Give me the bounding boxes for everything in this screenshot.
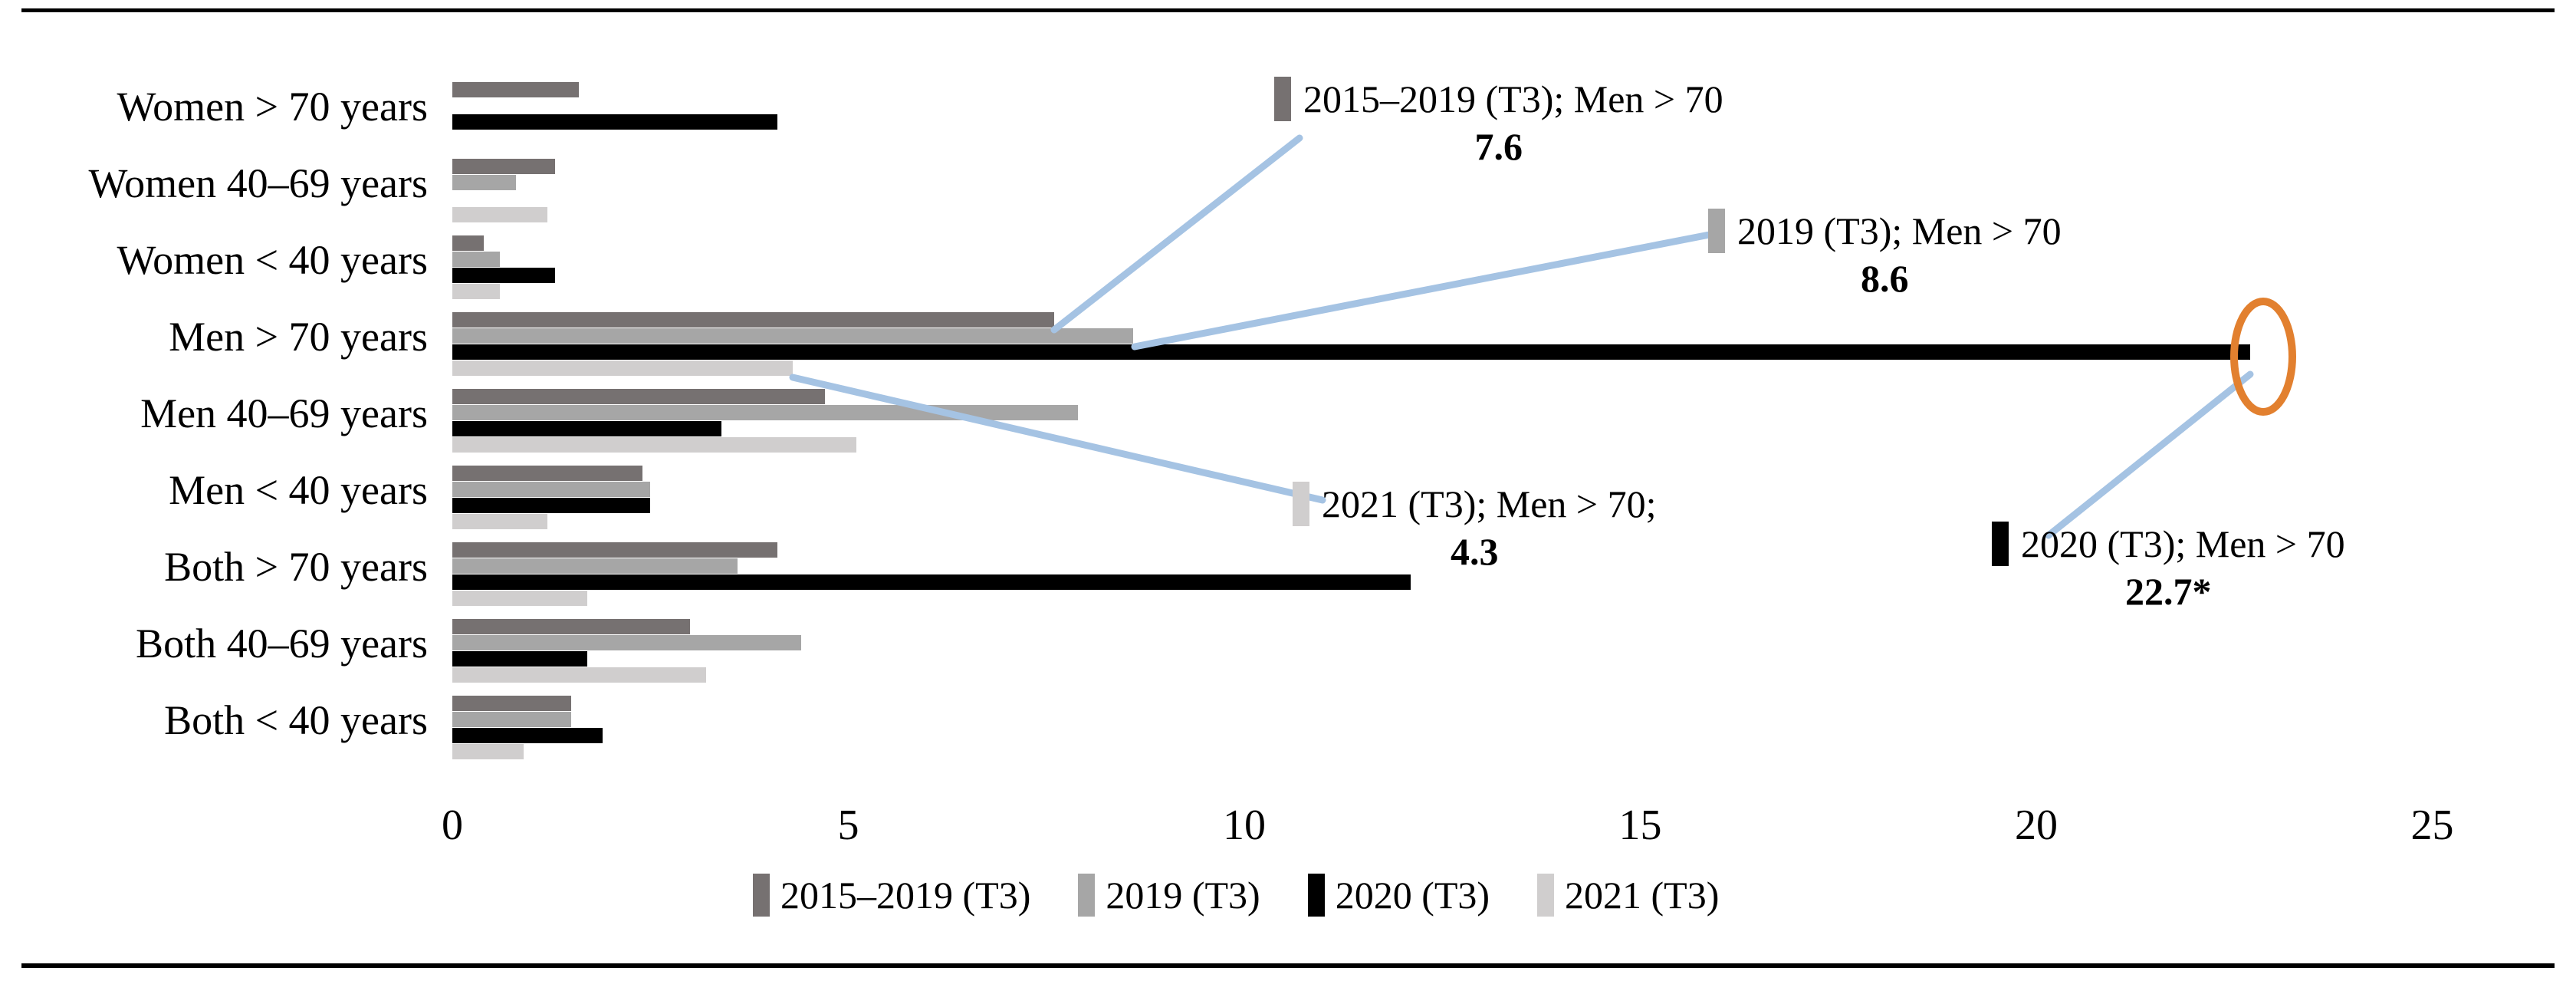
- bar-2021-(T3): [452, 744, 524, 759]
- bar-2019-(T3): [452, 558, 738, 574]
- bar-2020-(T3): [452, 114, 777, 130]
- bar-2019-(T3): [452, 635, 801, 650]
- bar-2015–2019-(T3): [452, 159, 555, 174]
- bar-2020-(T3): [452, 574, 1411, 590]
- legend-marker-icon: [1307, 874, 1325, 917]
- bar-2021-(T3): [452, 207, 547, 222]
- callout-annotation: 2015–2019 (T3); Men > 70 7.6: [1274, 77, 1723, 169]
- x-tick-label: 0: [442, 802, 463, 849]
- x-tick-label: 10: [1223, 802, 1266, 849]
- bar-2015–2019-(T3): [452, 235, 484, 251]
- legend-item: 2020 (T3): [1307, 873, 1490, 917]
- legend-label: 2015–2019 (T3): [780, 874, 1031, 917]
- bar-2015–2019-(T3): [452, 542, 777, 558]
- category-label: Women 40–69 years: [88, 160, 428, 206]
- category-label: Women < 40 years: [117, 237, 428, 283]
- bar-2020-(T3): [452, 268, 555, 283]
- legend-label: 2021 (T3): [1565, 874, 1720, 917]
- category-label: Both < 40 years: [164, 697, 428, 743]
- figure-top-rule: [21, 8, 2555, 12]
- bar-2019-(T3): [452, 712, 571, 727]
- callout-annotation-head: 2021 (T3); Men > 70;: [1293, 482, 1656, 526]
- bar-2015–2019-(T3): [452, 312, 1054, 328]
- bar-2020-(T3): [452, 651, 587, 667]
- bar-2021-(T3): [452, 360, 793, 376]
- figure-bottom-rule: [21, 963, 2555, 968]
- bar-2021-(T3): [452, 591, 587, 606]
- callout-line: [789, 374, 1326, 504]
- bar-2019-(T3): [452, 482, 650, 497]
- bar-2019-(T3): [452, 175, 516, 190]
- annotation-marker-icon: [1992, 522, 2009, 566]
- bar-2021-(T3): [452, 284, 500, 299]
- callout-annotation: 2019 (T3); Men > 70 8.6: [1708, 209, 2062, 301]
- annotation-marker-icon: [1708, 209, 1725, 253]
- bar-2015–2019-(T3): [452, 82, 579, 97]
- legend-marker-icon: [1078, 874, 1096, 917]
- annotation-value: 22.7*: [2125, 570, 2212, 613]
- callout-line: [1131, 229, 1725, 351]
- legend-label: 2020 (T3): [1335, 874, 1490, 917]
- annotation-label: 2015–2019 (T3); Men > 70: [1303, 77, 1723, 120]
- category-label: Women > 70 years: [117, 84, 428, 130]
- x-tick-label: 5: [837, 802, 859, 849]
- annotation-value: 7.6: [1474, 125, 1523, 168]
- annotation-value: 4.3: [1450, 530, 1499, 573]
- callout-annotation-head: 2020 (T3); Men > 70: [1992, 522, 2345, 566]
- category-label: Men > 70 years: [169, 314, 428, 360]
- category-label: Both 40–69 years: [136, 621, 428, 667]
- bar-2015–2019-(T3): [452, 389, 825, 404]
- legend-item: 2021 (T3): [1537, 873, 1719, 917]
- annotation-marker-icon: [1274, 77, 1291, 121]
- bar-2015–2019-(T3): [452, 466, 642, 481]
- bar-2019-(T3): [452, 252, 500, 267]
- callout-annotation: 2021 (T3); Men > 70; 4.3: [1293, 482, 1656, 574]
- bar-2021-(T3): [452, 514, 547, 529]
- callout-annotation: 2020 (T3); Men > 70 22.7*: [1992, 522, 2345, 614]
- category-label: Both > 70 years: [164, 544, 428, 590]
- category-label: Men < 40 years: [169, 467, 428, 513]
- legend-marker-icon: [1537, 874, 1555, 917]
- annotation-label: 2021 (T3); Men > 70;: [1322, 482, 1657, 525]
- bar-2015–2019-(T3): [452, 696, 571, 711]
- annotation-value: 8.6: [1861, 257, 1909, 300]
- bar-2021-(T3): [452, 667, 706, 683]
- legend-item: 2019 (T3): [1078, 873, 1260, 917]
- bar-2020-(T3): [452, 421, 721, 436]
- x-tick-label: 20: [2015, 802, 2058, 849]
- annotation-label: 2019 (T3); Men > 70: [1737, 209, 2062, 252]
- annotation-marker-icon: [1293, 482, 1309, 526]
- bar-2020-(T3): [452, 728, 603, 743]
- bar-2020-(T3): [452, 344, 2250, 360]
- callout-annotation-head: 2019 (T3); Men > 70: [1708, 209, 2062, 253]
- bar-2019-(T3): [452, 328, 1133, 344]
- annotation-label: 2020 (T3); Men > 70: [2021, 522, 2345, 565]
- callout-line: [2045, 370, 2254, 539]
- chart-legend: 2015–2019 (T3) 2019 (T3) 2020 (T3) 2021 (T3…: [753, 873, 1719, 917]
- callout-line: [1050, 134, 1303, 334]
- bar-2019-(T3): [452, 405, 1078, 420]
- legend-item: 2015–2019 (T3): [753, 873, 1030, 917]
- bar-2021-(T3): [452, 437, 856, 453]
- legend-label: 2019 (T3): [1106, 874, 1260, 917]
- bar-2020-(T3): [452, 498, 650, 513]
- bar-2015–2019-(T3): [452, 619, 690, 634]
- x-tick-label: 25: [2410, 802, 2454, 849]
- x-tick-label: 15: [1618, 802, 1662, 849]
- callout-annotation-head: 2015–2019 (T3); Men > 70: [1274, 77, 1723, 121]
- legend-marker-icon: [753, 874, 770, 917]
- category-label: Men 40–69 years: [140, 390, 428, 436]
